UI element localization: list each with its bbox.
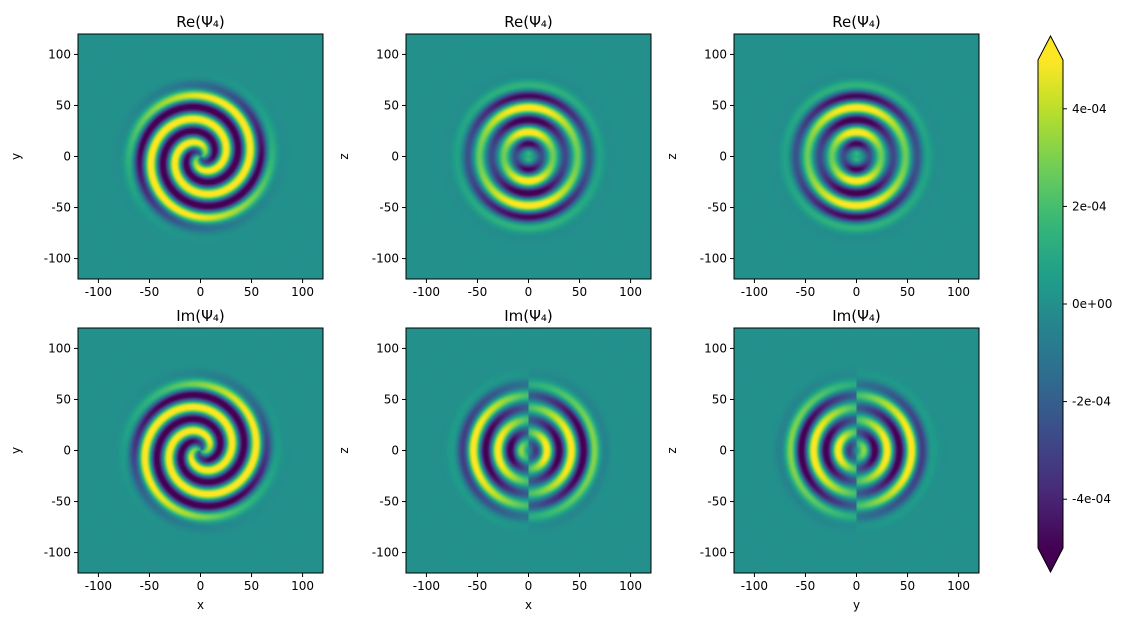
panel-title: Re(Ψ₄) [832, 13, 881, 31]
y-tick-label: 50 [712, 392, 727, 406]
x-tick-label: -100 [741, 285, 768, 299]
x-tick-label: 50 [244, 579, 259, 593]
y-tick-label: 100 [704, 47, 727, 61]
y-tick-label: -50 [51, 495, 71, 509]
y-tick-label: 50 [56, 98, 71, 112]
y-tick-label: 100 [376, 341, 399, 355]
panel-title: Im(Ψ₄) [832, 307, 881, 325]
y-tick-label: 50 [384, 392, 399, 406]
y-tick-label: -100 [372, 546, 399, 560]
colorbar-tick-label: 2e-04 [1072, 199, 1107, 213]
x-tick-label: 100 [619, 285, 642, 299]
y-tick-label: -50 [51, 201, 71, 215]
heatmap-panel: -100 -50 0 50 100 -100 -50 0 50 100 Im(Ψ₄) z y [665, 307, 980, 612]
y-tick-label: -100 [44, 546, 71, 560]
y-tick-label: 0 [719, 150, 727, 164]
x-tick-label: -100 [85, 285, 112, 299]
x-tick-label: 100 [291, 579, 314, 593]
x-tick-label: -100 [413, 579, 440, 593]
x-tick-label: -50 [796, 285, 816, 299]
x-tick-label: 50 [900, 285, 915, 299]
panels: -100 -50 0 50 100 -100 -50 0 50 100 Re(Ψ₄) y -100 -50… [9, 13, 980, 612]
y-tick-label: 50 [56, 392, 71, 406]
y-tick-label: 100 [48, 47, 71, 61]
heatmap-image [734, 328, 979, 573]
panel-title: Im(Ψ₄) [504, 307, 553, 325]
colorbar-extend-min [1038, 548, 1063, 572]
heatmap-image [734, 34, 979, 279]
heatmap-panel: -100 -50 0 50 100 -100 -50 0 50 100 Im(Ψ₄) z x [337, 307, 652, 612]
x-tick-label: -50 [468, 579, 488, 593]
heatmap-image [406, 328, 651, 573]
x-tick-label: 0 [197, 579, 205, 593]
colorbar-tick-label: -2e-04 [1072, 395, 1111, 409]
x-tick-label: 0 [853, 285, 861, 299]
x-tick-label: -50 [468, 285, 488, 299]
x-tick-label: 50 [244, 285, 259, 299]
heatmap-panel: -100 -50 0 50 100 -100 -50 0 50 100 Re(Ψ₄) y [9, 13, 324, 299]
colorbar-tick-label: 0e+00 [1072, 297, 1112, 311]
x-tick-label: -100 [741, 579, 768, 593]
y-tick-label: -100 [372, 252, 399, 266]
heatmap-panel: -100 -50 0 50 100 -100 -50 0 50 100 Re(Ψ₄) z [337, 13, 652, 299]
y-tick-label: 100 [48, 341, 71, 355]
y-tick-label: 100 [704, 341, 727, 355]
y-tick-label: -100 [700, 252, 727, 266]
y-tick-label: 0 [63, 150, 71, 164]
y-axis-label: y [9, 153, 23, 160]
y-tick-label: -100 [44, 252, 71, 266]
y-tick-label: 50 [712, 98, 727, 112]
y-tick-label: -50 [379, 201, 399, 215]
x-tick-label: -100 [413, 285, 440, 299]
x-tick-label: 50 [572, 579, 587, 593]
colorbar-tick-label: -4e-04 [1072, 492, 1111, 506]
x-tick-label: 0 [853, 579, 861, 593]
x-tick-label: 100 [291, 285, 314, 299]
y-axis-label: z [665, 153, 679, 159]
x-tick-label: 0 [525, 285, 533, 299]
x-axis-label: x [525, 598, 532, 612]
panel-title: Im(Ψ₄) [176, 307, 225, 325]
heatmap-image [78, 34, 323, 279]
panel-title: Re(Ψ₄) [504, 13, 553, 31]
x-tick-label: 50 [572, 285, 587, 299]
heatmap-panel: -100 -50 0 50 100 -100 -50 0 50 100 Re(Ψ₄) z [665, 13, 980, 299]
y-axis-label: y [9, 447, 23, 454]
x-tick-label: -100 [85, 579, 112, 593]
y-tick-label: -50 [379, 495, 399, 509]
x-tick-label: 100 [619, 579, 642, 593]
x-tick-label: 100 [947, 579, 970, 593]
x-tick-label: -50 [140, 579, 160, 593]
y-tick-label: 0 [391, 444, 399, 458]
panel-title: Re(Ψ₄) [176, 13, 225, 31]
y-tick-label: -50 [707, 495, 727, 509]
x-tick-label: -50 [796, 579, 816, 593]
y-axis-label: z [665, 447, 679, 453]
y-tick-label: -100 [700, 546, 727, 560]
x-tick-label: 0 [197, 285, 205, 299]
x-axis-label: y [853, 598, 860, 612]
heatmap-image [78, 328, 323, 573]
colorbar-gradient [1038, 60, 1063, 548]
colorbar: -4e-04 -2e-04 0e+00 2e-04 4e-04 [1037, 34, 1112, 574]
y-tick-label: 50 [384, 98, 399, 112]
colorbar-extend-max [1038, 36, 1063, 60]
y-tick-label: 0 [391, 150, 399, 164]
y-axis-label: z [337, 447, 351, 453]
x-tick-label: 100 [947, 285, 970, 299]
x-axis-label: x [197, 598, 204, 612]
x-tick-label: 50 [900, 579, 915, 593]
heatmap-image [406, 34, 651, 279]
heatmap-panel: -100 -50 0 50 100 -100 -50 0 50 100 Im(Ψ₄) y x [9, 307, 324, 612]
y-tick-label: -50 [707, 201, 727, 215]
x-tick-label: 0 [525, 579, 533, 593]
y-tick-label: 0 [719, 444, 727, 458]
x-tick-label: -50 [140, 285, 160, 299]
y-tick-label: 0 [63, 444, 71, 458]
y-tick-label: 100 [376, 47, 399, 61]
colorbar-tick-label: 4e-04 [1072, 102, 1107, 116]
y-axis-label: z [337, 153, 351, 159]
colorbar-outline [1037, 34, 1064, 574]
